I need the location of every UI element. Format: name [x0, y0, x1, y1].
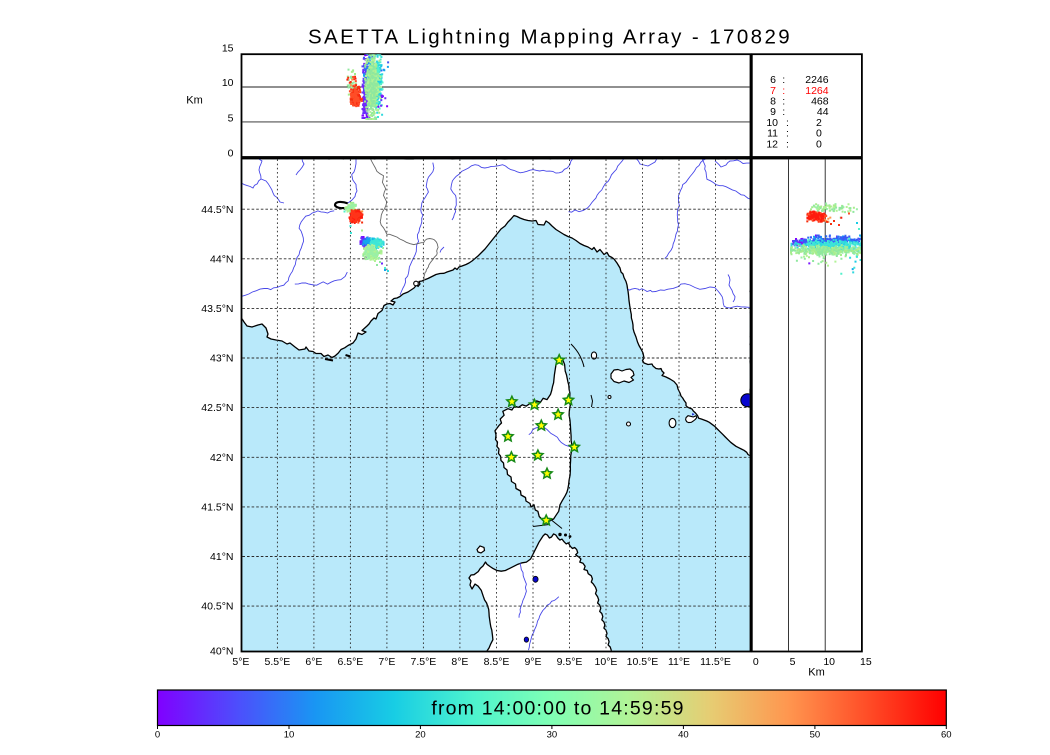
- svg-text:40°N: 40°N: [210, 646, 233, 658]
- svg-text:7°E: 7°E: [378, 656, 395, 668]
- svg-text:0: 0: [228, 148, 234, 160]
- svg-text:20: 20: [415, 730, 426, 741]
- svg-text::: :: [786, 128, 789, 140]
- svg-text:2246: 2246: [805, 74, 829, 86]
- svg-text:8.5°E: 8.5°E: [484, 656, 510, 668]
- svg-text:50: 50: [810, 730, 821, 741]
- svg-text:40: 40: [678, 730, 689, 741]
- svg-text:6.5°E: 6.5°E: [337, 656, 363, 668]
- svg-text:11: 11: [767, 128, 778, 140]
- svg-text:42.5°N: 42.5°N: [201, 402, 233, 414]
- svg-text:40.5°N: 40.5°N: [201, 601, 233, 613]
- svg-text:43.5°N: 43.5°N: [201, 303, 233, 315]
- svg-text::: :: [782, 85, 785, 97]
- svg-text:Km: Km: [186, 94, 203, 106]
- svg-text:468: 468: [811, 96, 829, 108]
- svg-text::: :: [782, 74, 785, 86]
- svg-text:2: 2: [816, 117, 822, 129]
- svg-text:9.5°E: 9.5°E: [557, 656, 583, 668]
- svg-text:5: 5: [790, 656, 796, 668]
- svg-text::: :: [782, 96, 785, 108]
- svg-text:41°N: 41°N: [210, 551, 233, 563]
- svg-text:0: 0: [155, 730, 160, 741]
- svg-text:0: 0: [816, 128, 822, 140]
- svg-text:6: 6: [770, 74, 776, 86]
- svg-text:10.5°E: 10.5°E: [627, 656, 659, 668]
- svg-text:10: 10: [766, 117, 778, 129]
- svg-text:SAETTA Lightning Mapping Array: SAETTA Lightning Mapping Array - 170829: [308, 26, 792, 49]
- svg-text:9°E: 9°E: [524, 656, 541, 668]
- svg-text:12: 12: [766, 138, 778, 150]
- svg-text:Km: Km: [808, 667, 825, 679]
- svg-text:11°E: 11°E: [668, 656, 690, 668]
- svg-text:5°E: 5°E: [232, 656, 249, 668]
- svg-text:11.5°E: 11.5°E: [700, 656, 731, 668]
- svg-text:10: 10: [284, 730, 295, 741]
- svg-text:30: 30: [547, 730, 558, 741]
- svg-text:44: 44: [817, 106, 829, 118]
- svg-text:10: 10: [222, 77, 234, 89]
- svg-text:44°N: 44°N: [210, 253, 233, 265]
- svg-text:10°E: 10°E: [595, 656, 618, 668]
- svg-text:7.5°E: 7.5°E: [410, 656, 436, 668]
- svg-text::: :: [786, 138, 789, 150]
- svg-text:15: 15: [222, 42, 234, 54]
- svg-text:7: 7: [770, 85, 776, 97]
- svg-text:8°E: 8°E: [451, 656, 468, 668]
- svg-text::: :: [782, 106, 785, 118]
- svg-text:44.5°N: 44.5°N: [201, 204, 233, 216]
- svg-text:5: 5: [228, 112, 234, 124]
- svg-text:10: 10: [823, 656, 835, 668]
- svg-text:60: 60: [941, 730, 952, 741]
- svg-text:5.5°E: 5.5°E: [264, 656, 290, 668]
- svg-text:43°N: 43°N: [210, 353, 233, 365]
- svg-text:42°N: 42°N: [210, 452, 233, 464]
- svg-text::: :: [786, 117, 789, 129]
- svg-text:0: 0: [753, 656, 759, 668]
- svg-text:8: 8: [770, 96, 776, 108]
- svg-text:6°E: 6°E: [305, 656, 322, 668]
- svg-text:from 14:00:00 to 14:59:59: from 14:00:00 to 14:59:59: [431, 698, 684, 720]
- svg-text:1264: 1264: [805, 85, 829, 97]
- svg-text:9: 9: [770, 106, 776, 118]
- svg-text:41.5°N: 41.5°N: [201, 502, 233, 514]
- svg-text:0: 0: [816, 138, 822, 150]
- svg-text:15: 15: [860, 656, 872, 668]
